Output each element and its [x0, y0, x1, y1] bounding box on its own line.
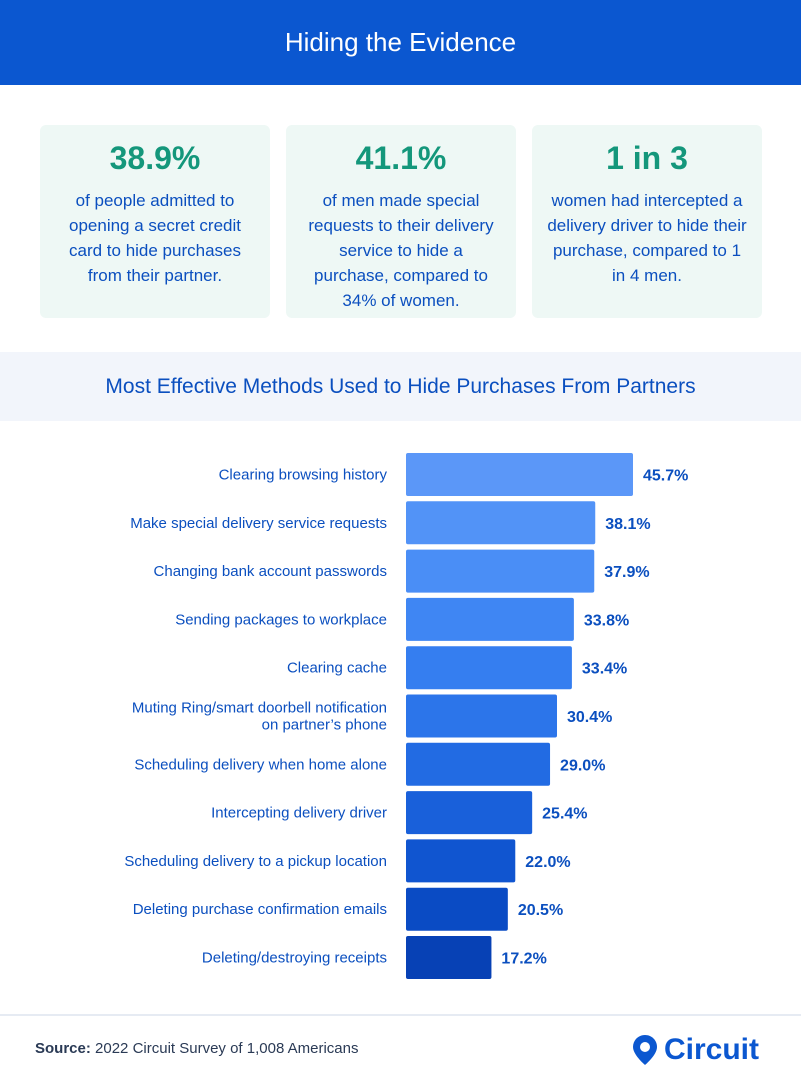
category-label-line: Scheduling delivery to a pickup location — [124, 853, 387, 870]
bar — [406, 453, 633, 496]
bar-value-label: 17.2% — [501, 951, 546, 968]
category-label: Clearing cache — [287, 660, 387, 677]
stat-card-intercepted-driver: 1 in 3 women had intercepted a delivery … — [532, 125, 762, 318]
bar — [406, 646, 572, 690]
footer-divider — [0, 1014, 801, 1016]
stat-description: of men made special requests to their de… — [308, 191, 494, 310]
category-label-line: Make special delivery service requests — [130, 515, 387, 532]
category-label: Scheduling delivery when home alone — [134, 756, 387, 773]
category-label-line: Muting Ring/smart doorbell notification — [132, 700, 387, 717]
category-label: Sending packages to workplace — [175, 611, 387, 628]
category-label: Deleting purchase confirmation emails — [133, 901, 387, 918]
bar-value-label: 22.0% — [525, 854, 570, 871]
bar — [406, 742, 551, 786]
bar — [406, 549, 595, 593]
bar-value-label: 29.0% — [560, 757, 605, 774]
chart-title-band: Most Effective Methods Used to Hide Purc… — [0, 352, 801, 421]
logo-text: Circuit — [664, 1033, 760, 1066]
stat-value: 38.9% — [109, 140, 201, 176]
bar-value-label: 30.4% — [567, 709, 612, 726]
category-label-line: Deleting purchase confirmation emails — [133, 901, 387, 918]
category-label: Muting Ring/smart doorbell notification o… — [132, 700, 387, 734]
source-label: Source: — [35, 1040, 91, 1057]
circuit-logo: Circuit — [632, 1030, 759, 1070]
bar-value-label: 25.4% — [542, 806, 587, 823]
stat-value: 1 in 3 — [606, 140, 688, 176]
source-text: 2022 Circuit Survey of 1,008 Americans — [90, 1040, 359, 1057]
bar — [406, 597, 574, 641]
bar — [406, 887, 508, 931]
bar-value-label: 33.4% — [582, 661, 627, 678]
bar — [406, 839, 516, 883]
bar — [406, 791, 533, 835]
category-label: Scheduling delivery to a pickup location — [124, 853, 387, 870]
bar-chart: 45.7% Clearing browsing history 38.1% Make … — [124, 453, 688, 979]
page-header: Hiding the Evidence — [0, 0, 801, 85]
page-title: Hiding the Evidence — [284, 27, 517, 57]
bar — [406, 501, 596, 545]
bar — [406, 694, 558, 738]
category-label-line: Scheduling delivery when home alone — [134, 756, 387, 773]
category-label-line: Clearing cache — [287, 660, 387, 677]
category-label: Intercepting delivery driver — [211, 805, 387, 822]
category-label-line: Sending packages to workplace — [175, 611, 387, 628]
category-label-line: Deleting/destroying receipts — [202, 950, 387, 967]
source-note: Source: 2022 Circuit Survey of 1,008 Ame… — [35, 1040, 359, 1057]
category-label: Clearing browsing history — [219, 467, 388, 484]
bar-value-label: 45.7% — [643, 468, 688, 485]
stat-card-special-requests: 41.1% of men made special requests to th… — [286, 125, 516, 318]
bar — [406, 936, 492, 979]
category-label-line: Intercepting delivery driver — [211, 805, 387, 822]
category-label: Deleting/destroying receipts — [202, 950, 387, 967]
category-label-line: Clearing browsing history — [219, 467, 388, 484]
stat-description: women had intercepted a delivery driver … — [547, 191, 747, 285]
category-label: Changing bank account passwords — [154, 563, 387, 580]
category-label-line: on partner’s phone — [262, 717, 387, 734]
bar-value-label: 38.1% — [605, 516, 650, 533]
location-pin-icon — [633, 1035, 657, 1065]
stat-card-credit-card: 38.9% of people admitted to opening a se… — [40, 125, 270, 318]
category-label: Make special delivery service requests — [130, 515, 387, 532]
stat-description: of people admitted to opening a secret c… — [69, 191, 241, 285]
bar-value-label: 33.8% — [584, 612, 629, 629]
bar-value-label: 20.5% — [518, 902, 563, 919]
category-label-line: Changing bank account passwords — [154, 563, 387, 580]
stat-value: 41.1% — [355, 140, 447, 176]
chart-title: Most Effective Methods Used to Hide Purc… — [105, 375, 696, 398]
bar-value-label: 37.9% — [604, 564, 649, 581]
